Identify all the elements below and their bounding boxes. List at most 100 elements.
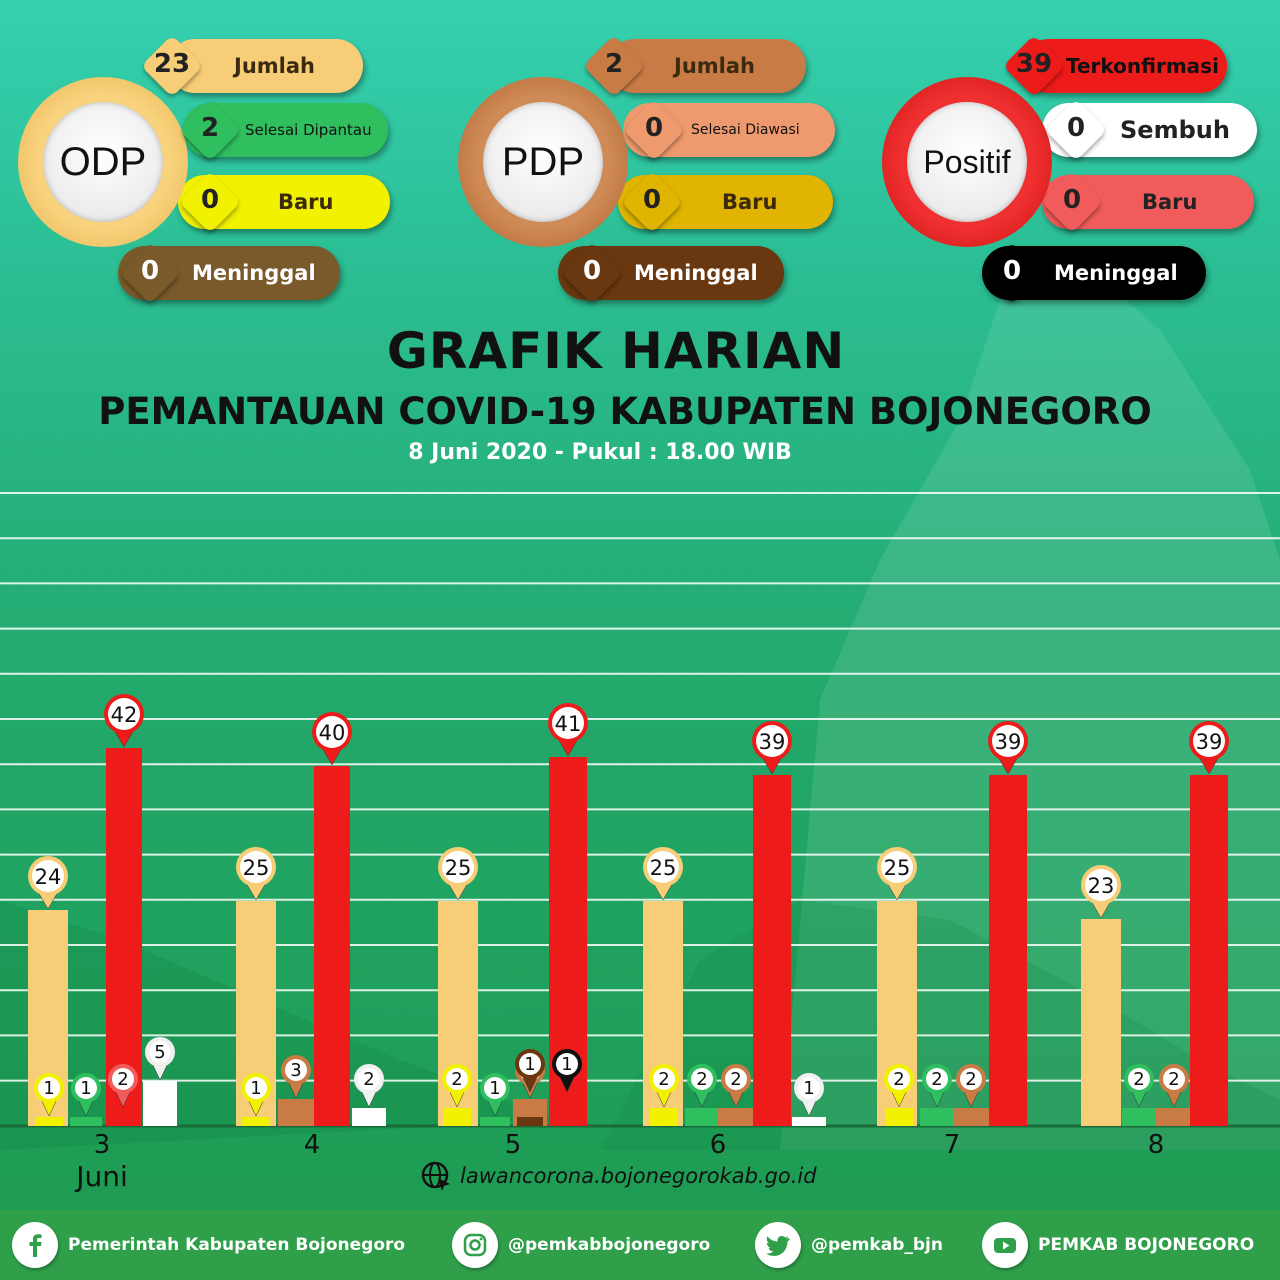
value-marker-odp_baru: 2 [649,1064,679,1108]
bar-pdp_jumlah-day-4 [278,1099,314,1126]
youtube-link[interactable]: PEMKAB BOJONEGORO [982,1220,1254,1270]
bar-positif_terkonfirmasi-day-8 [1190,775,1228,1126]
data-label: 41 [555,712,582,736]
pdp-ring: PDP [458,77,628,247]
value-marker-positif_terkonfirmasi: 39 [1189,721,1229,775]
bar-selesai_dipantau-day-3 [70,1117,102,1126]
bar-sembuh-day-4 [352,1108,386,1126]
data-label: 25 [884,856,911,880]
odp-jumlah-label: Jumlah [234,54,315,78]
data-label: 39 [995,730,1022,754]
website-text: lawancorona.bojonegorokab.go.id [460,1164,817,1188]
data-label: 1 [561,1054,572,1075]
value-marker-pdp_meninggal: 1 [515,1049,545,1093]
odp-jumlah-value: 23 [153,49,191,79]
data-label: 5 [154,1042,165,1063]
positif-sembuh-label: Sembuh [1120,116,1230,144]
value-marker-odp_baru: 2 [442,1064,472,1108]
odp-baru-value: 0 [200,185,220,215]
x-month-label: Juni [76,1160,128,1193]
bar-selesai_dipantau-day-5 [480,1117,510,1126]
pdp-jumlah-pill: Jumlah [608,39,806,93]
bar-sembuh-day-3 [143,1081,177,1126]
data-label: 2 [730,1069,741,1090]
positif-meninggal-value: 0 [1002,256,1022,286]
data-label: 25 [650,856,677,880]
pdp-jumlah-label: Jumlah [674,54,755,78]
odp-jumlah-pill: Jumlah [168,39,363,93]
positif-ring: Positif [882,77,1052,247]
pdp-selesai-value: 0 [644,113,664,143]
data-label: 23 [1088,874,1115,898]
x-tick-day-4: 4 [303,1130,321,1160]
value-marker-sembuh: 5 [145,1037,175,1081]
value-marker-positif_terkonfirmasi: 39 [988,721,1028,775]
instagram-link[interactable]: @pemkabbojonegoro [452,1220,710,1270]
bar-positif_terkonfirmasi-day-6 [753,775,791,1126]
twitter-text: @pemkab_bjn [811,1235,943,1255]
facebook-link[interactable]: Pemerintah Kabupaten Bojonegoro [12,1220,405,1270]
x-tick-day-7: 7 [943,1130,961,1160]
bar-sembuh-day-6 [792,1117,826,1126]
positif-meninggal-label: Meninggal [1054,261,1178,285]
website-link[interactable]: lawancorona.bojonegorokab.go.id [420,1160,817,1192]
x-tick-day-3: 3 [93,1130,111,1160]
value-marker-odp_jumlah: 25 [236,847,276,901]
data-label: 2 [363,1069,374,1090]
data-label: 25 [243,856,270,880]
youtube-text: PEMKAB BOJONEGORO [1038,1235,1255,1255]
value-marker-odp_baru: 2 [884,1064,914,1108]
value-marker-odp_jumlah: 25 [643,847,683,901]
pdp-title: PDP [501,139,585,184]
bar-odp_baru-day-7 [885,1108,913,1126]
twitter-icon [755,1222,801,1268]
bar-odp_baru-day-3 [35,1117,63,1126]
value-marker-positif_terkonfirmasi: 42 [104,694,144,748]
value-marker-odp_jumlah: 24 [28,856,68,910]
data-label: 2 [965,1069,976,1090]
value-marker-positif_terkonfirmasi: 40 [312,712,352,766]
positif-baru-label: Baru [1142,190,1198,214]
value-marker-pdp_jumlah: 2 [956,1064,986,1108]
odp-title: ODP [59,139,147,184]
pdp-baru-label: Baru [722,190,778,214]
pdp-selesai-label: Selesai Diawasi [691,122,800,138]
data-label: 1 [80,1078,91,1099]
odp-baru-label: Baru [278,190,334,214]
value-marker-baru_positif: 2 [108,1064,138,1108]
chart-title: GRAFIK HARIAN [386,322,846,380]
data-label: 1 [489,1078,500,1099]
data-label: 2 [893,1069,904,1090]
value-marker-selesai_dipantau: 1 [480,1073,510,1117]
bar-selesai_dipantau-day-6 [685,1108,719,1126]
value-marker-odp_baru: 1 [34,1073,64,1117]
pdp-meninggal-label: Meninggal [634,261,758,285]
positif-baru-value: 0 [1062,185,1082,215]
value-marker-selesai_dipantau: 2 [922,1064,952,1108]
value-marker-sembuh: 2 [354,1064,384,1108]
value-marker-odp_jumlah: 25 [438,847,478,901]
data-label: 39 [1196,730,1223,754]
data-label: 2 [931,1069,942,1090]
twitter-link[interactable]: @pemkab_bjn [755,1220,943,1270]
value-marker-selesai_dipantau: 2 [1124,1064,1154,1108]
odp-ring: ODP [18,77,188,247]
data-label: 2 [1133,1069,1144,1090]
pdp-baru-value: 0 [642,185,662,215]
value-marker-odp_jumlah: 25 [877,847,917,901]
positif-terkonfirmasi-label: Terkonfirmasi [1066,54,1219,78]
data-label: 24 [35,865,62,889]
data-label: 2 [696,1069,707,1090]
data-label: 40 [319,721,346,745]
globe-icon [421,1161,450,1191]
data-label: 2 [117,1069,128,1090]
positif-terkonfirmasi-value: 39 [1015,49,1053,79]
value-marker-selesai_dipantau: 1 [71,1073,101,1117]
bar-positif_terkonfirmasi-day-3 [106,748,142,1126]
bar-selesai_dipantau-day-7 [920,1108,954,1126]
bar-pdp_jumlah-day-8 [1156,1108,1192,1126]
bar-positif_terkonfirmasi-day-7 [989,775,1027,1126]
x-tick-day-5: 5 [504,1130,522,1160]
positif-title: Positif [923,143,1011,180]
odp-summary: Jumlah Selesai Dipantau Baru Meninggal O… [18,34,418,335]
